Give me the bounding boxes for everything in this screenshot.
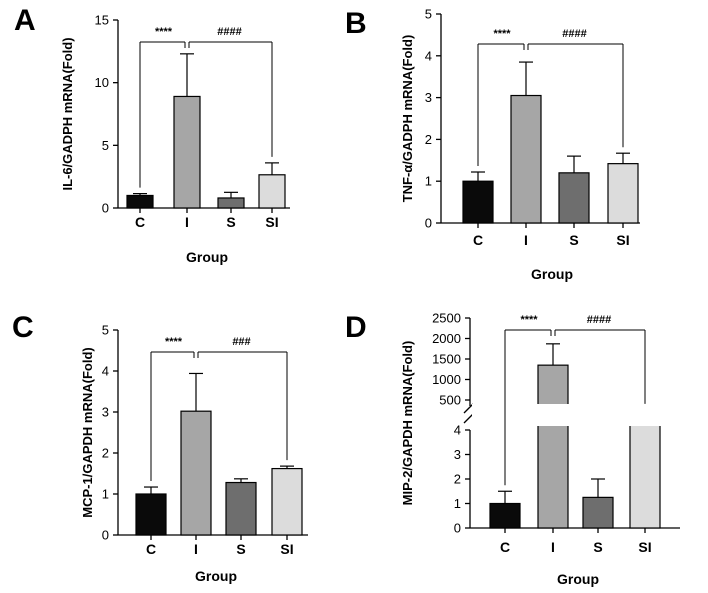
x-tick-label-b-i: I	[524, 232, 528, 248]
panel-letter-a: A	[14, 4, 36, 37]
x-axis-title-a: Group	[186, 249, 228, 265]
y-tick-label-b: 5	[425, 7, 432, 22]
x-tick-label-c-s: S	[236, 541, 245, 557]
y-axis-title-c: MCP-1/GAPDH mRNA(Fold)	[80, 347, 95, 517]
y-tick-label-a: 10	[95, 75, 109, 90]
bar-d-c	[489, 502, 521, 529]
bar-d-i	[537, 364, 569, 529]
x-tick-label-b-si: SI	[616, 232, 629, 248]
significance-label-d: ****	[520, 314, 538, 326]
y-tick-label-c: 4	[102, 364, 109, 379]
bar-d-s	[582, 496, 614, 529]
bar-b-si	[607, 163, 639, 224]
y-tick-label-b: 4	[425, 48, 432, 63]
bar-d-si	[629, 411, 661, 529]
y-tick-label-b: 3	[425, 90, 432, 105]
bar-a-c	[126, 194, 154, 209]
x-tick-label-d-i: I	[551, 539, 555, 555]
bar-a-s	[217, 197, 245, 209]
axis-break-mark-d	[463, 403, 474, 414]
significance-label-c: ****	[165, 336, 183, 348]
significance-label-c: ###	[232, 336, 250, 348]
x-axis-title-b: Group	[531, 266, 573, 282]
y-tick-label-a: 15	[95, 13, 109, 28]
bar-b-s	[558, 172, 590, 224]
x-tick-label-a-si: SI	[265, 214, 278, 230]
bar-a-i	[173, 95, 201, 209]
y-tick-label-upper-d: 500	[439, 393, 461, 408]
y-axis-title-d: MIP-2/GAPDH mRNA(Fold)	[400, 341, 415, 506]
y-tick-label-lower-d: 3	[454, 447, 461, 462]
significance-label-b: ****	[493, 28, 511, 40]
y-tick-label-b: 2	[425, 132, 432, 147]
y-tick-label-lower-d: 1	[454, 496, 461, 511]
bar-c-i	[180, 410, 212, 536]
significance-label-a: ****	[155, 26, 173, 38]
panel-letter-d: D	[345, 311, 367, 344]
bar-b-c	[462, 180, 494, 224]
panel-letter-c: C	[12, 311, 34, 344]
bar-c-s	[225, 481, 257, 536]
y-tick-label-b: 0	[425, 216, 432, 231]
x-tick-label-c-c: C	[146, 541, 156, 557]
bar-a-si	[258, 174, 286, 209]
x-axis-title-c: Group	[195, 568, 237, 584]
y-axis-title-b: TNF-α/GADPH mRNA(Fold)	[400, 35, 415, 203]
y-tick-label-c: 0	[102, 528, 109, 543]
significance-label-b: ####	[562, 28, 586, 40]
x-tick-label-d-s: S	[593, 539, 602, 555]
y-tick-label-c: 1	[102, 487, 109, 502]
y-tick-label-upper-d: 1000	[432, 372, 461, 387]
bar-c-c	[135, 493, 167, 536]
y-tick-label-lower-d: 4	[454, 423, 461, 438]
axis-break-mark-d	[463, 413, 474, 424]
y-tick-label-lower-d: 0	[454, 521, 461, 536]
x-tick-label-c-i: I	[194, 541, 198, 557]
y-tick-label-c: 5	[102, 323, 109, 338]
y-tick-label-c: 2	[102, 446, 109, 461]
y-axis-title-a: IL-6/GADPH mRNA(Fold)	[60, 37, 75, 190]
y-tick-label-a: 5	[102, 138, 109, 153]
significance-label-a: ####	[217, 26, 241, 38]
x-tick-label-c-si: SI	[280, 541, 293, 557]
x-axis-title-d: Group	[557, 571, 599, 587]
panel-letter-b: B	[345, 7, 367, 40]
y-tick-label-upper-d: 2500	[432, 311, 461, 326]
x-tick-label-a-i: I	[185, 214, 189, 230]
bar-c-si	[271, 467, 303, 536]
x-tick-label-b-s: S	[569, 232, 578, 248]
y-tick-label-c: 3	[102, 405, 109, 420]
x-tick-label-d-c: C	[500, 539, 510, 555]
x-tick-label-a-c: C	[135, 214, 145, 230]
x-tick-label-b-c: C	[473, 232, 483, 248]
x-tick-label-d-si: SI	[638, 539, 651, 555]
x-tick-label-a-s: S	[226, 214, 235, 230]
y-tick-label-lower-d: 2	[454, 472, 461, 487]
y-tick-label-a: 0	[102, 201, 109, 216]
y-tick-label-b: 1	[425, 174, 432, 189]
y-tick-label-upper-d: 2000	[432, 331, 461, 346]
significance-label-d: ####	[587, 314, 611, 326]
axis-break-gap-d	[472, 404, 680, 426]
y-tick-label-upper-d: 1500	[432, 352, 461, 367]
bar-b-i	[510, 94, 542, 224]
